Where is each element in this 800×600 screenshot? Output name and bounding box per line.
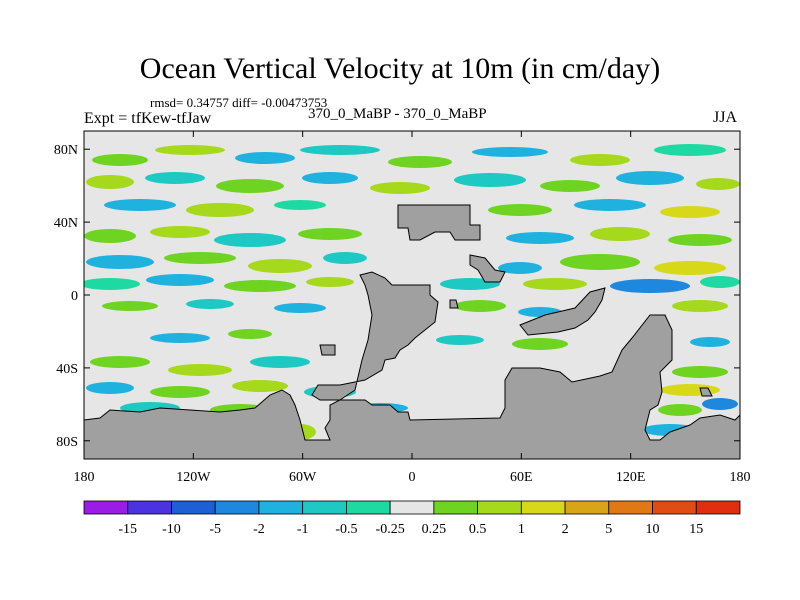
colorbar-swatch — [520, 500, 566, 515]
lat-tick-label: 80S — [56, 435, 78, 450]
colorbar: -15 -10 -5 -2 -1 -0.5 -0.25 0.25 0.5 1 2 5 10 15 — [83, 500, 741, 537]
lon-tick-label: 180 — [74, 470, 95, 485]
landmass-south-america-inner — [319, 344, 336, 356]
experiment-label: Expt = tfKew-tfJaw — [84, 110, 212, 127]
lat-tick-label: 40N — [54, 216, 78, 231]
colorbar-swatch — [345, 500, 391, 515]
colorbar-swatch — [477, 500, 522, 515]
lat-tick-label: 80N — [54, 143, 78, 158]
case-label: 370_0_MaBP - 370_0_MaBP — [308, 106, 487, 122]
lon-tick-label: 180 — [730, 470, 751, 485]
landmass-small-island — [449, 299, 459, 309]
colorbar-label: -0.25 — [376, 522, 405, 537]
map-plot — [84, 131, 740, 459]
figure-title: Ocean Vertical Velocity at 10m (in cm/da… — [139, 52, 661, 85]
landmass-india — [519, 287, 606, 336]
colorbar-swatch — [127, 500, 172, 515]
colorbar-label: -0.5 — [335, 522, 357, 537]
colorbar-label: 2 — [562, 522, 569, 537]
colorbar-swatch — [171, 500, 216, 515]
colorbar-swatch — [695, 500, 741, 515]
colorbar-label: -10 — [162, 522, 181, 537]
colorbar-label: -5 — [209, 522, 221, 537]
landmass-antarctic-peninsula — [699, 387, 713, 397]
colorbar-label: 1 — [518, 522, 525, 537]
colorbar-swatch — [83, 500, 129, 515]
colorbar-label: 5 — [605, 522, 612, 537]
colorbar-swatch — [433, 500, 479, 515]
colorbar-label: -1 — [297, 522, 309, 537]
land-mask — [84, 204, 740, 459]
landmass-asia-minor — [469, 254, 506, 283]
lon-tick-label: 120E — [616, 470, 646, 485]
colorbar-label: 0.25 — [422, 522, 447, 537]
colorbar-label: 10 — [646, 522, 660, 537]
colorbar-swatch — [652, 500, 697, 515]
colorbar-swatch — [389, 500, 435, 515]
lon-tick-label: 60E — [510, 470, 533, 485]
colorbar-swatch — [258, 500, 304, 515]
lon-tick-label: 60W — [289, 470, 317, 485]
colorbar-label: 15 — [689, 522, 703, 537]
longitude-axis: 180 120W 60W 0 60E 120E 180 — [74, 131, 751, 485]
lat-tick-label: 0 — [71, 289, 78, 304]
colorbar-swatch — [608, 500, 653, 515]
landmass-africa-south-america — [84, 271, 740, 459]
colorbar-label: 0.5 — [469, 522, 487, 537]
lon-tick-label: 0 — [409, 470, 416, 485]
lon-tick-label: 120W — [176, 470, 211, 485]
latitude-axis: 80N 40N 0 40S 80S — [54, 143, 740, 450]
colorbar-swatch — [302, 500, 347, 515]
colorbar-swatch — [214, 500, 260, 515]
season-label: JJA — [713, 109, 738, 126]
colorbar-swatch — [564, 500, 610, 515]
lat-tick-label: 40S — [56, 362, 78, 377]
colorbar-label: -15 — [118, 522, 137, 537]
stats-label: rmsd= 0.34757 diff= -0.00473753 — [150, 95, 328, 110]
landmass-europe — [397, 204, 481, 241]
colorbar-label: -2 — [253, 522, 265, 537]
